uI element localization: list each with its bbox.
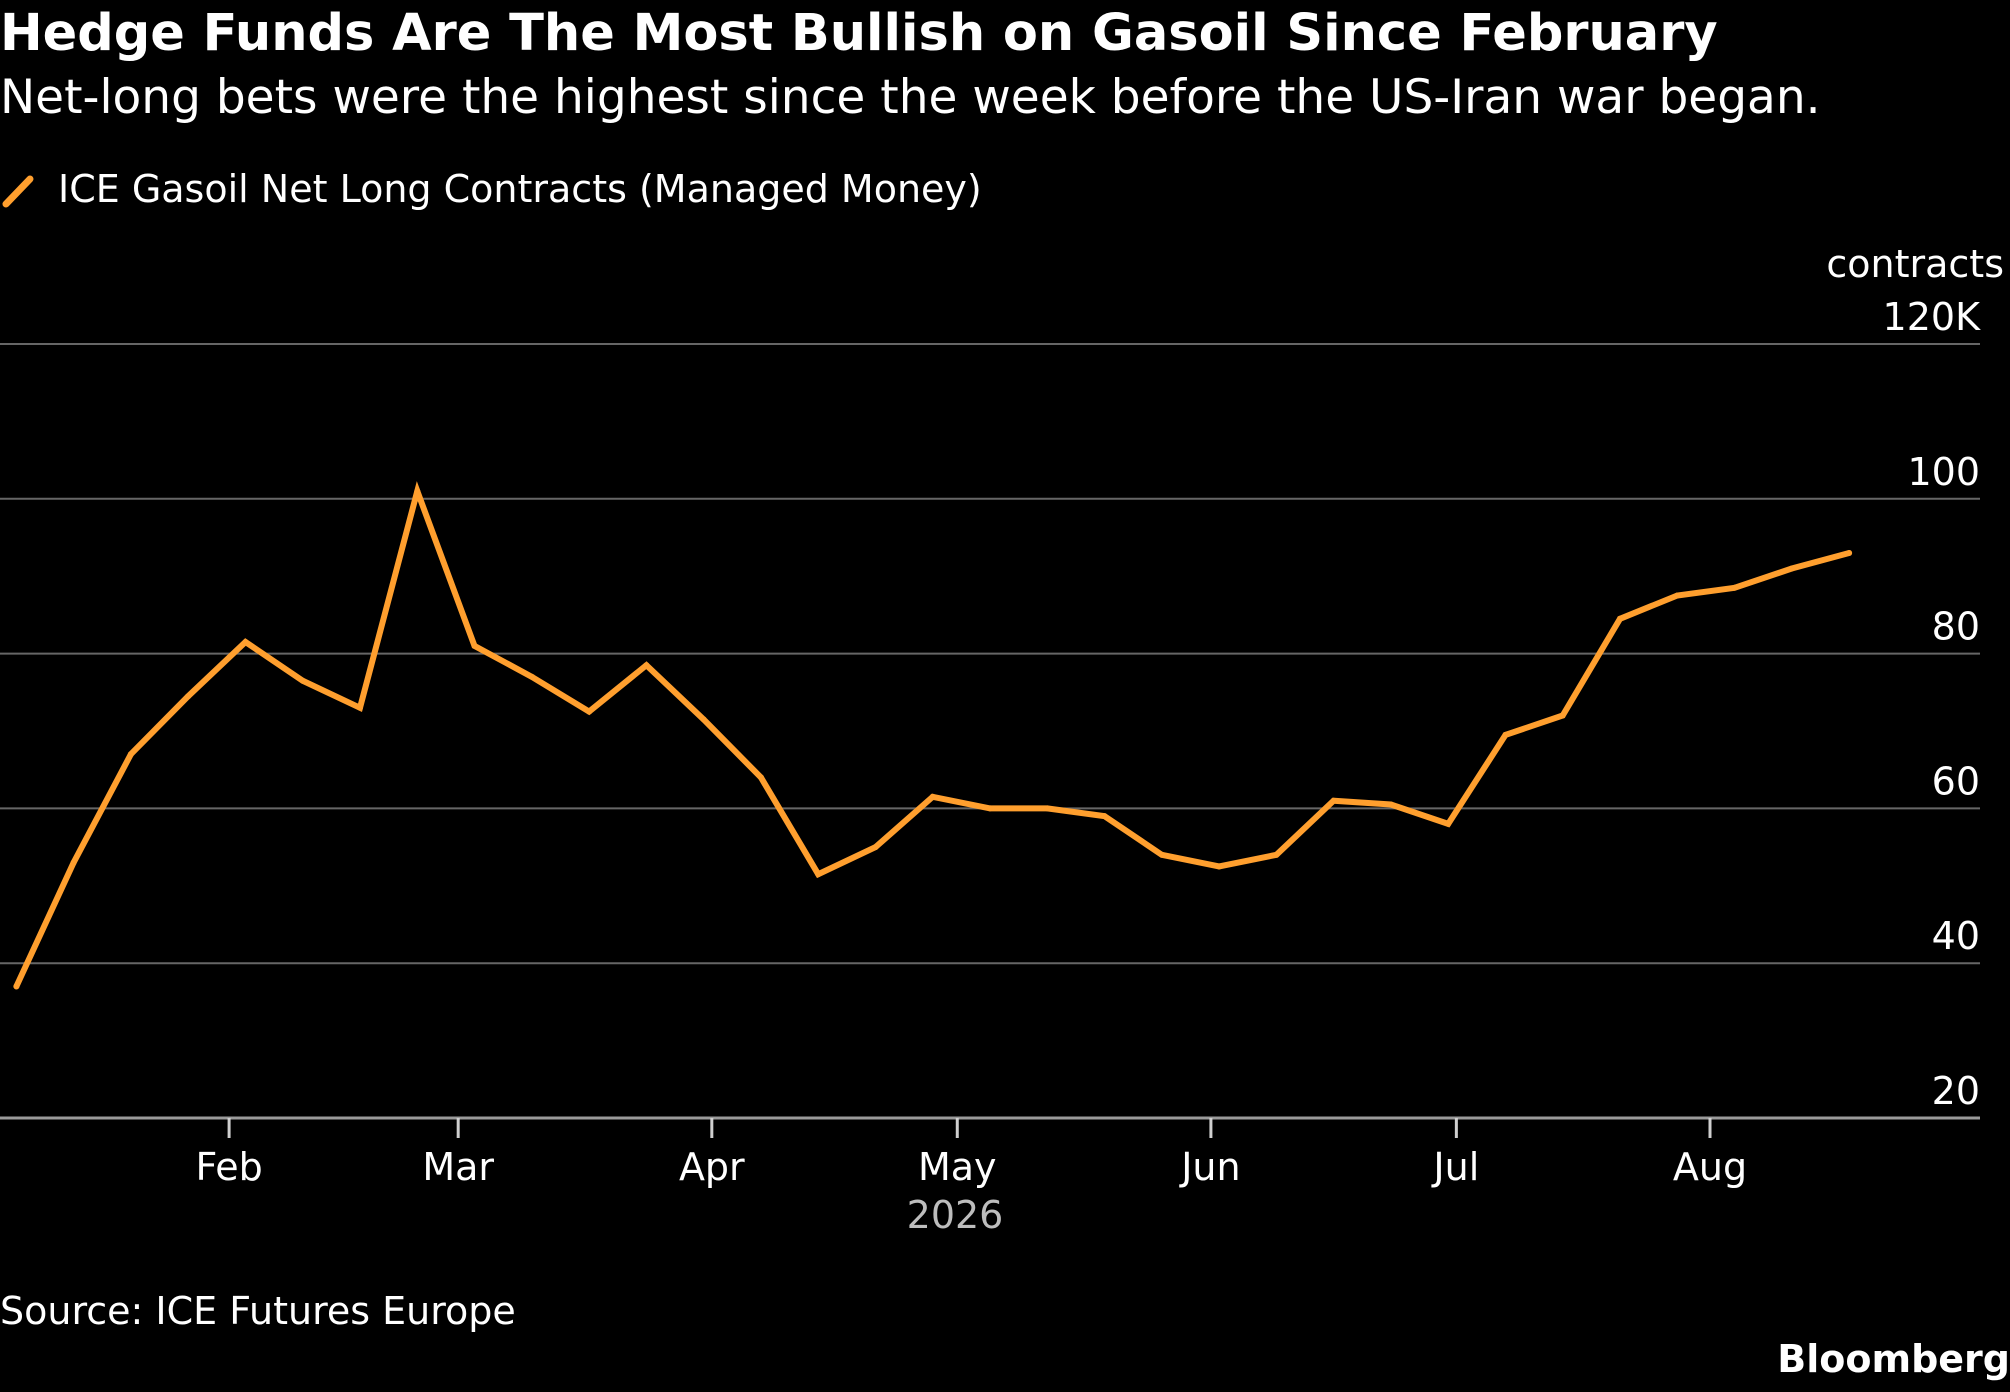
chart-legend: ICE Gasoil Net Long Contracts (Managed M… [0,162,982,216]
data-point [127,751,134,758]
data-point [1502,731,1509,738]
data-point [586,708,593,715]
y-tick-label: 80 [1932,605,1980,649]
y-axis-label: contracts [1826,242,2004,286]
data-point [643,662,650,669]
data-point [757,774,764,781]
data-point [1617,615,1623,622]
x-tick-label: Apr [679,1145,745,1189]
data-point [1387,801,1394,808]
data-point [1788,565,1795,572]
legend-swatch-icon [2,175,34,208]
y-tick-label: 100 [1907,450,1980,494]
y-tick-label: 20 [1932,1069,1980,1113]
data-point [528,673,535,680]
data-point [1846,550,1853,556]
data-point [815,871,822,878]
y-tick-label: 60 [1932,759,1980,803]
x-tick-label: Mar [422,1145,494,1189]
x-tick-label: Aug [1673,1145,1747,1189]
data-point [1731,584,1738,591]
x-tick-label: May [918,1145,997,1189]
gridlines [0,343,1980,1120]
series-layer [13,481,1853,990]
data-point [70,859,77,866]
source-note: Source: ICE Futures Europe [0,1289,516,1333]
series-line [13,481,1853,990]
data-point [1216,863,1223,870]
data-point [929,793,936,800]
data-point [1330,797,1337,804]
data-point [1101,813,1108,820]
data-point [13,983,20,990]
data-point [700,716,707,723]
data-point [872,844,879,851]
x-tick-label: Jun [1179,1145,1240,1189]
x-axis-ticks: Feb Mar Apr May Jun Jul Aug [195,1118,1747,1189]
data-point [357,704,363,711]
legend-label: ICE Gasoil Net Long Contracts (Managed M… [58,167,982,211]
chart-subtitle: Net-long bets were the highest since the… [0,70,1821,125]
data-point [185,693,192,700]
data-point [1158,851,1165,858]
data-point [242,639,249,645]
x-axis-year-label: 2026 [907,1193,1004,1237]
chart-title: Hedge Funds Are The Most Bullish on Gaso… [0,4,1718,63]
line-chart: 120K 100 80 60 40 20 Feb Mar Apr May Jun Jul Aug co… [0,242,2004,1237]
data-point [1044,805,1051,812]
x-tick-label: Feb [195,1145,262,1189]
y-tick-label: 40 [1932,914,1980,958]
data-point [1674,592,1681,599]
bloomberg-logo: Bloomberg [1777,1337,2010,1381]
data-point [299,677,306,684]
y-axis-ticks: 120K 100 80 60 40 20 [1883,295,1982,1113]
data-point [414,488,421,495]
axis-labels: contracts 2026 [907,242,2004,1237]
data-point [1559,712,1566,719]
data-point [987,805,993,812]
data-point [1445,820,1452,827]
data-point [1273,851,1280,858]
x-tick-label: Jul [1431,1145,1479,1189]
data-point [471,642,478,649]
y-tick-label: 120K [1883,295,1982,339]
